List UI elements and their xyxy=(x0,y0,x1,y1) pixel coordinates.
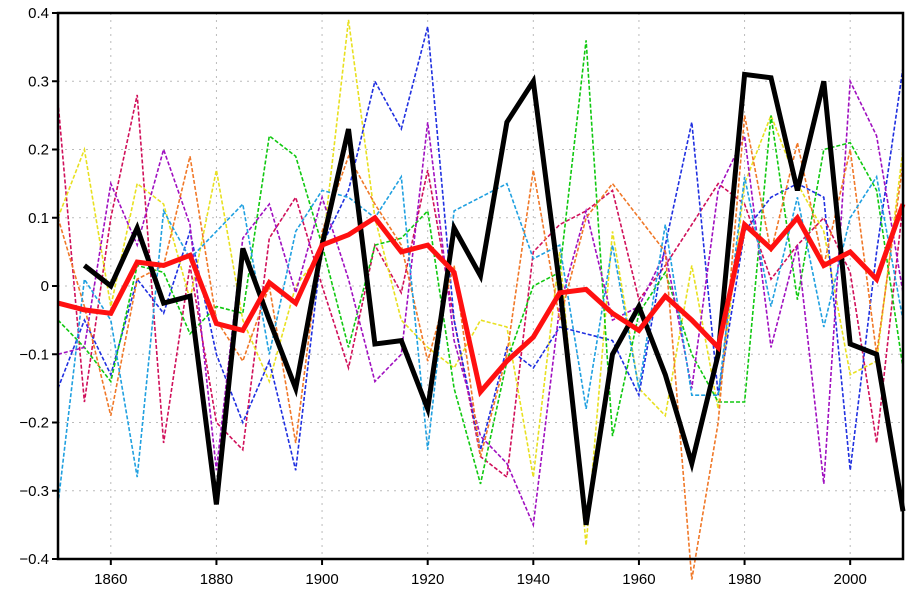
y-tick-label: 0.1 xyxy=(28,210,49,227)
series-line-member-skyblue xyxy=(57,174,904,505)
axis-ticks: 0.4 0.3 0.2 0.1 0 −0.1 −0.2 −0.3 −0.4 1860 1880 190… xyxy=(19,5,867,588)
series-line-member-orange xyxy=(57,115,904,580)
y-tick-label: 0.4 xyxy=(28,5,49,22)
y-tick-label: −0.4 xyxy=(19,551,49,568)
y-tick-label: 0 xyxy=(41,278,49,295)
x-tick-label: 2000 xyxy=(834,571,867,588)
series-line-member-yellow xyxy=(57,19,904,546)
x-tick-label: 1880 xyxy=(200,571,233,588)
x-tick-label: 1960 xyxy=(622,571,655,588)
y-tick-label: −0.2 xyxy=(19,415,49,432)
x-tick-label: 1860 xyxy=(94,571,127,588)
y-tick-label: 0.3 xyxy=(28,73,49,90)
y-tick-label: −0.1 xyxy=(19,346,49,363)
y-tick-label: −0.3 xyxy=(19,483,49,500)
y-tick-label: 0.2 xyxy=(28,142,49,159)
x-tick-label: 1980 xyxy=(728,571,761,588)
series-line-member-purple xyxy=(57,78,904,528)
x-tick-label: 1920 xyxy=(411,571,444,588)
series-line-observed xyxy=(82,71,906,526)
series-line-member-green xyxy=(57,40,904,485)
series-lines xyxy=(57,19,906,580)
series-line-ensemble-mean xyxy=(57,203,906,398)
x-tick-label: 1900 xyxy=(305,571,338,588)
x-tick-label: 1940 xyxy=(517,571,550,588)
